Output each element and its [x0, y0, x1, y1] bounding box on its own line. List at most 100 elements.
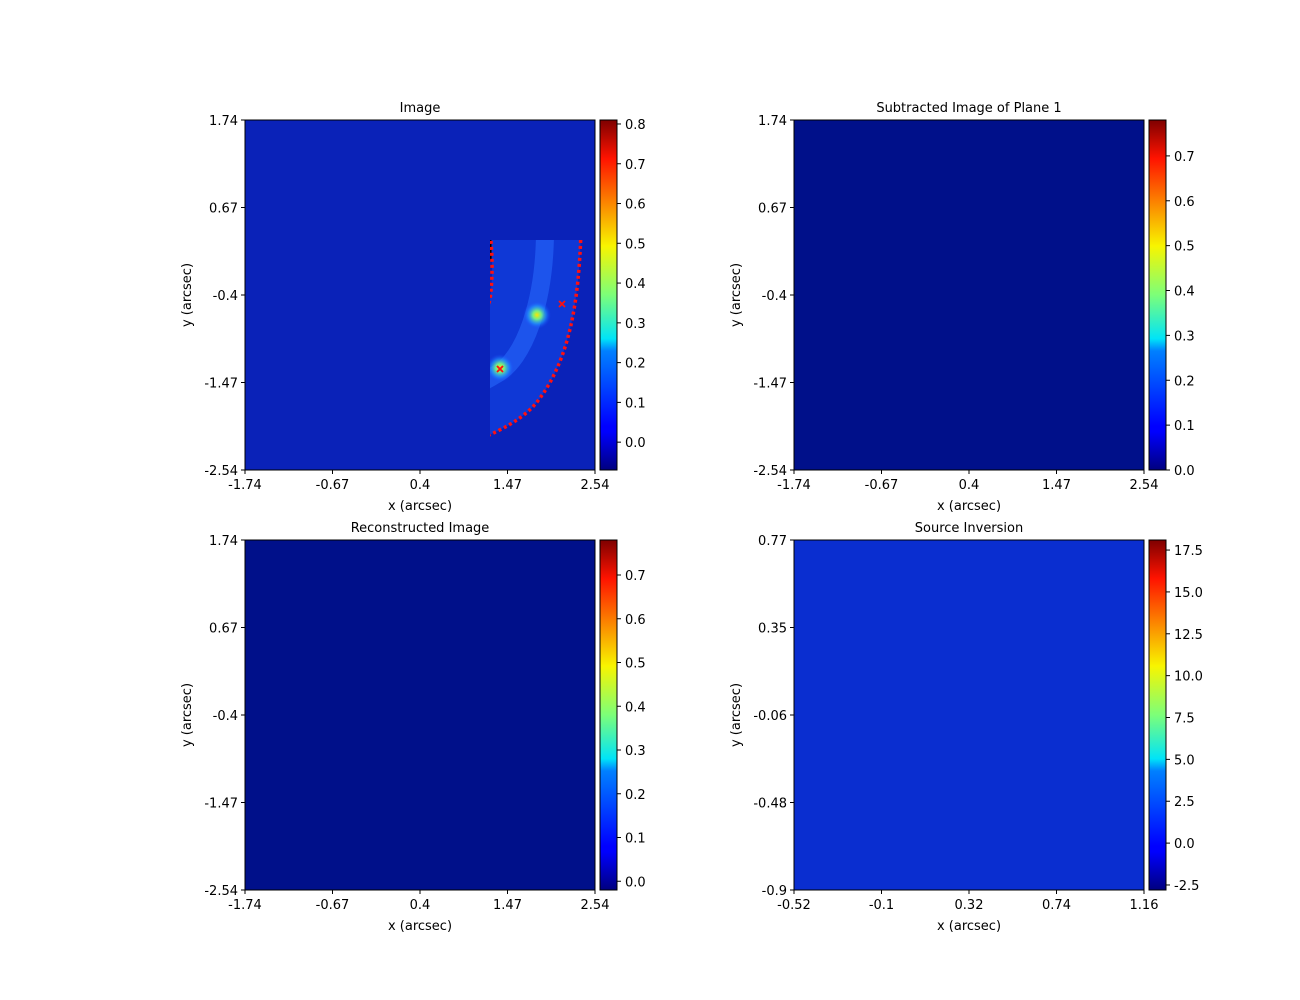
x-axis-label: x (arcsec): [388, 919, 452, 934]
colorbar-tick-label: 0.6: [1174, 195, 1195, 210]
colorbar-tick-label: 0.7: [625, 569, 646, 584]
colorbar-tick-label: 7.5: [1174, 712, 1195, 727]
plot-area: [794, 540, 1144, 890]
panel-title: Source Inversion: [915, 521, 1023, 536]
y-tick-label: -0.4: [213, 709, 238, 724]
colorbar-tick-label: 0.4: [1174, 285, 1195, 300]
x-tick-label: -1.74: [228, 478, 262, 493]
colorbar-tick-label: 0.7: [1174, 150, 1195, 165]
y-tick-label: 1.74: [758, 114, 787, 129]
x-axis-label: x (arcsec): [937, 919, 1001, 934]
colorbar-tick-label: 0.0: [625, 875, 646, 890]
x-tick-label: 0.74: [1042, 898, 1071, 913]
panel-title: Image: [400, 101, 441, 116]
colorbar-tick-label: 0.4: [625, 700, 646, 715]
axes-3: Reconstructed Image -1.74 -0.67 0.4 1.47 2.54…: [180, 521, 646, 934]
axes-4: Source Inversion -0.52 -0.1 0.32 0.74 1.16 0.7…: [729, 521, 1203, 934]
position-marker: [496, 365, 504, 373]
panel-1: [245, 120, 595, 470]
colorbar-tick-label: 0.6: [625, 613, 646, 628]
colorbar-tick-label: 0.3: [625, 744, 646, 759]
y-tick-label: 0.67: [758, 202, 787, 217]
colorbar-tick-label: 15.0: [1174, 586, 1203, 601]
colorbar-tick-label: 0.8: [625, 118, 646, 133]
plot-area: [245, 540, 595, 890]
colorbar-tick-label: 0.2: [1174, 374, 1195, 389]
colorbar-tick-label: 5.0: [1174, 753, 1195, 768]
y-tick-label: -0.48: [753, 797, 787, 812]
colorbar-tick-label: 0.0: [1174, 837, 1195, 852]
x-tick-label: -1.74: [228, 898, 262, 913]
colorbar: [1148, 539, 1167, 891]
y-axis-label: y (arcsec): [180, 683, 195, 747]
colorbar-tick-label: 0.3: [625, 317, 646, 332]
colorbar: [599, 539, 618, 891]
y-tick-label: -1.47: [753, 377, 787, 392]
colorbar-tick-label: -2.5: [1174, 879, 1199, 894]
x-tick-label: 0.4: [959, 478, 980, 493]
y-tick-label: -0.9: [762, 884, 787, 899]
x-tick-label: -0.67: [316, 898, 350, 913]
y-tick-label: -0.4: [213, 289, 238, 304]
colorbar-tick-label: 0.0: [625, 436, 646, 451]
colorbar-tick-label: 17.5: [1174, 544, 1203, 559]
x-axis-label: x (arcsec): [937, 499, 1001, 514]
y-tick-label: 0.77: [758, 534, 787, 549]
plot-area: [794, 120, 1144, 470]
x-tick-label: 1.47: [493, 478, 522, 493]
x-tick-label: 0.4: [410, 478, 431, 493]
x-tick-label: 1.47: [493, 898, 522, 913]
y-axis-label: y (arcsec): [729, 263, 744, 327]
y-tick-label: -0.06: [753, 709, 787, 724]
panel-title: Reconstructed Image: [351, 521, 490, 536]
source-knot: [538, 240, 548, 241]
x-tick-label: -0.67: [865, 478, 899, 493]
colorbar-tick-label: 0.5: [1174, 240, 1195, 255]
panel-4: [794, 540, 1144, 890]
y-tick-label: 1.74: [209, 534, 238, 549]
x-tick-label: 1.47: [1042, 478, 1071, 493]
x-tick-label: -0.67: [316, 478, 350, 493]
x-tick-label: 1.16: [1130, 898, 1159, 913]
x-tick-label: 2.54: [581, 478, 610, 493]
colorbar-tick-label: 0.2: [625, 788, 646, 803]
x-tick-label: 2.54: [1130, 478, 1159, 493]
colorbar-tick-label: 0.4: [625, 277, 646, 292]
y-axis-label: y (arcsec): [180, 263, 195, 327]
x-axis-label: x (arcsec): [388, 499, 452, 514]
source-knot: [523, 301, 551, 329]
y-axis-label: y (arcsec): [729, 683, 744, 747]
x-tick-label: -0.52: [777, 898, 811, 913]
panel-2: [794, 120, 1144, 470]
y-tick-label: -2.54: [753, 464, 787, 479]
y-tick-label: 0.35: [758, 622, 787, 637]
colorbar-tick-label: 0.7: [625, 158, 646, 173]
colorbar-tick-label: 2.5: [1174, 795, 1195, 810]
colorbar: [1148, 119, 1167, 471]
axes-2: Subtracted Image of Plane 1 -1.74 -0.67 0.4…: [729, 101, 1195, 514]
position-marker: [558, 300, 566, 308]
x-tick-label: 0.32: [955, 898, 984, 913]
panel-title: Subtracted Image of Plane 1: [876, 101, 1061, 116]
y-tick-label: -1.47: [204, 377, 238, 392]
panel-3: [245, 540, 595, 890]
y-tick-label: 0.67: [209, 202, 238, 217]
colorbar-tick-label: 0.3: [1174, 329, 1195, 344]
colorbar-tick-label: 0.0: [1174, 464, 1195, 479]
colorbar-tick-label: 0.5: [625, 237, 646, 252]
mask-border: [490, 240, 583, 437]
x-tick-label: -0.1: [869, 898, 894, 913]
x-tick-label: 0.4: [410, 898, 431, 913]
colorbar: [599, 119, 618, 471]
y-tick-label: 0.67: [209, 622, 238, 637]
colorbar-tick-label: 10.0: [1174, 670, 1203, 685]
colorbar-tick-label: 0.1: [1174, 419, 1195, 434]
colorbar-tick-label: 0.2: [625, 357, 646, 372]
x-tick-label: -1.74: [777, 478, 811, 493]
y-tick-label: -2.54: [204, 884, 238, 899]
axes-1: Image -1.74 -0.67 0.4 1.47 2.54 1.74 0.67 -0.4 -1…: [180, 101, 646, 514]
y-tick-label: -0.4: [762, 289, 787, 304]
colorbar-tick-label: 0.1: [625, 832, 646, 847]
y-tick-label: -2.54: [204, 464, 238, 479]
